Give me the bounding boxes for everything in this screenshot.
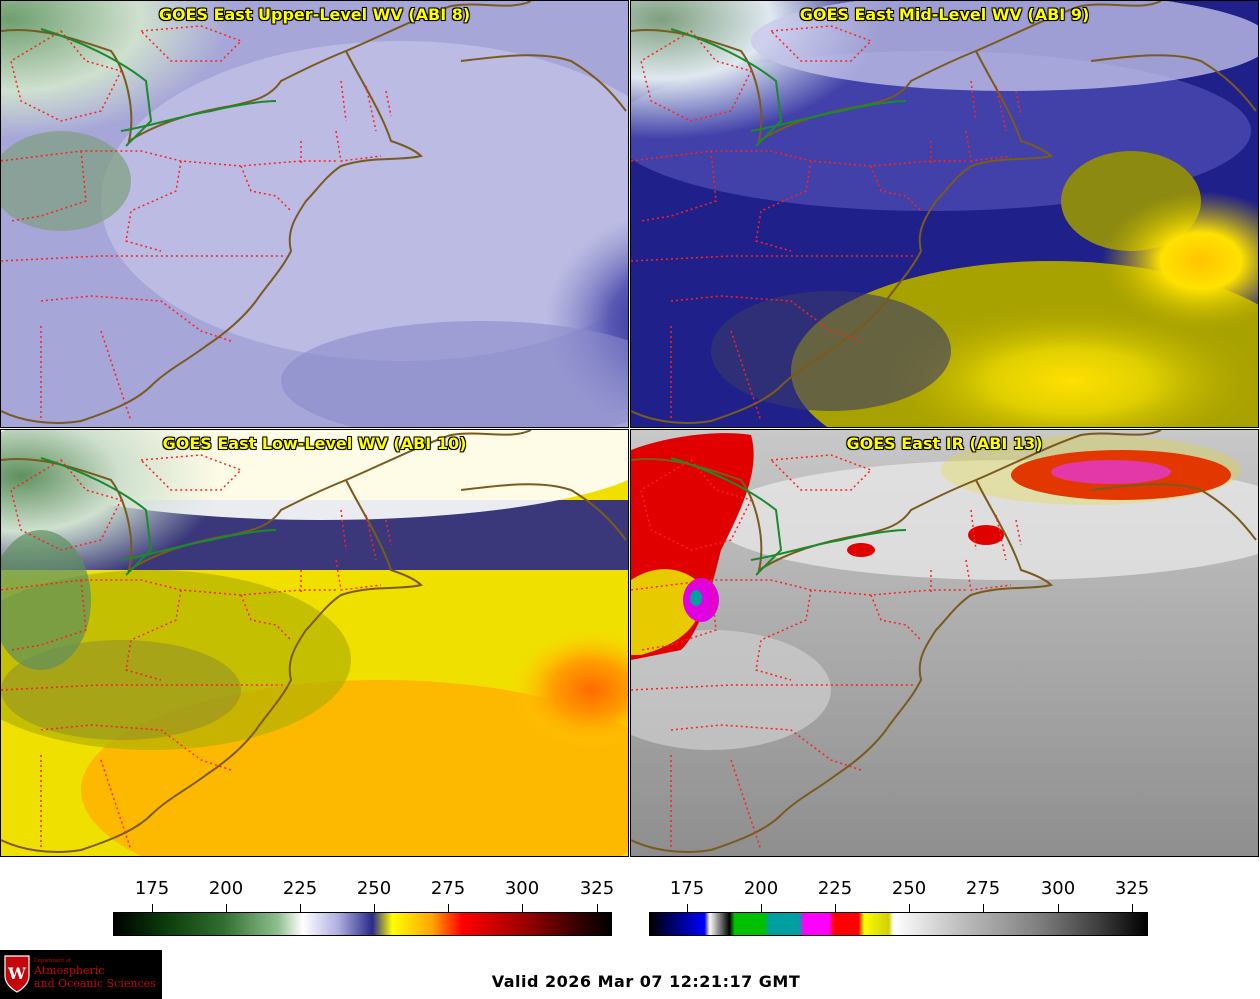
tick-label: 225 (817, 878, 853, 899)
panel-title: GOES East IR (ABI 13) (846, 434, 1043, 453)
tick-label: 175 (134, 878, 170, 899)
mid-level-wv-map (631, 1, 1258, 427)
tick-mark (522, 904, 523, 912)
tick-mark (687, 904, 688, 912)
logo-department-text: Department of (34, 958, 71, 964)
tick-mark (835, 904, 836, 912)
tick-label: 250 (356, 878, 392, 899)
tick-mark (1132, 904, 1133, 912)
low-level-wv-map (1, 430, 628, 856)
tick-label: 200 (208, 878, 244, 899)
panel-mid-level-wv: GOES East Mid-Level WV (ABI 9) (630, 0, 1259, 428)
tick-mark (226, 904, 227, 912)
valid-time: Valid 2026 Mar 07 12:21:17 GMT (491, 972, 801, 991)
colorbar-wv (113, 912, 612, 936)
panel-low-level-wv: GOES East Low-Level WV (ABI 10) (0, 429, 629, 857)
aos-logo: W Department of Atmospheric and Oceanic … (0, 950, 162, 999)
panel-title: GOES East Mid-Level WV (ABI 9) (799, 5, 1090, 24)
tick-mark (152, 904, 153, 912)
upper-level-wv-map (1, 1, 628, 427)
shield-letter: W (7, 964, 27, 983)
panel-title: GOES East Upper-Level WV (ABI 8) (158, 5, 471, 24)
tick-mark (448, 904, 449, 912)
colorbar-ticks-ir: 175 200 225 250 275 300 325 (649, 878, 1150, 912)
panel-title: GOES East Low-Level WV (ABI 10) (162, 434, 467, 453)
tick-mark (300, 904, 301, 912)
tick-label: 300 (1040, 878, 1076, 899)
colorbar-ticks-wv: 175 200 225 250 275 300 325 (113, 878, 615, 912)
logo-line-1: Atmospheric (34, 964, 105, 977)
tick-label: 200 (743, 878, 779, 899)
tick-mark (1058, 904, 1059, 912)
tick-label: 325 (579, 878, 615, 899)
tick-label: 275 (430, 878, 466, 899)
panel-ir: GOES East IR (ABI 13) (630, 429, 1259, 857)
tick-mark (374, 904, 375, 912)
logo-line-2: and Oceanic Sciences (34, 977, 156, 990)
colorbar-ir (649, 912, 1148, 936)
tick-mark (761, 904, 762, 912)
tick-label: 175 (669, 878, 705, 899)
tick-label: 225 (282, 878, 318, 899)
tick-label: 300 (504, 878, 540, 899)
ir-map (631, 430, 1258, 856)
tick-mark (597, 904, 598, 912)
uw-shield-icon: W (4, 955, 30, 993)
tick-mark (983, 904, 984, 912)
tick-label: 325 (1114, 878, 1150, 899)
tick-label: 250 (891, 878, 927, 899)
tick-label: 275 (965, 878, 1001, 899)
tick-mark (909, 904, 910, 912)
panel-upper-level-wv: GOES East Upper-Level WV (ABI 8) (0, 0, 629, 428)
